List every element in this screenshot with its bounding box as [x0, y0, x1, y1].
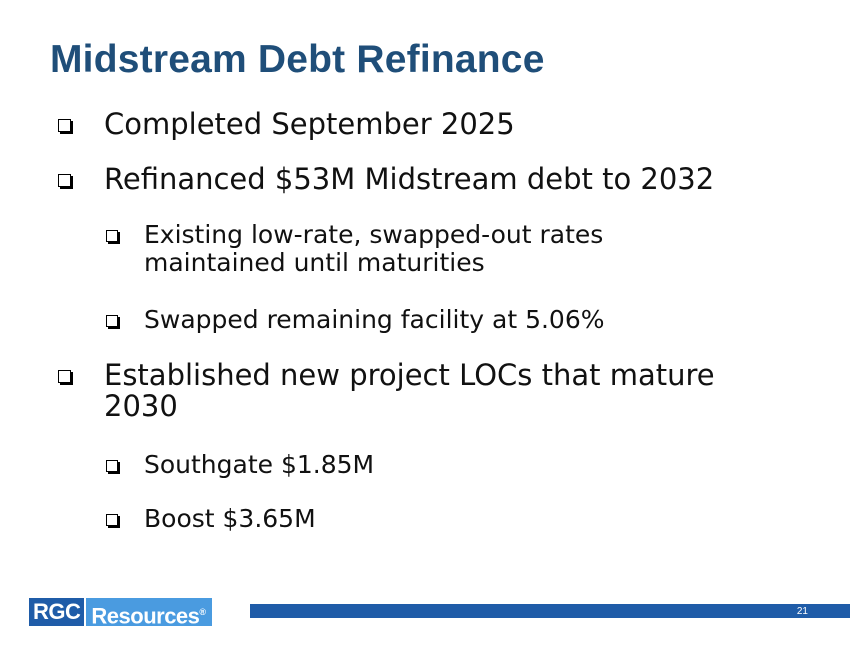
logo-part-rgc: RGC — [29, 598, 85, 626]
bullet-item: Established new project LOCs that mature… — [58, 360, 778, 422]
bullet-text: Completed September 2025 — [104, 107, 515, 141]
checkbox-bullet-icon — [106, 315, 118, 327]
bullet-item: Completed September 2025 — [58, 109, 618, 140]
sub-bullet-item: Existing low-rate, swapped-out rates mai… — [106, 221, 696, 277]
bullet-text: Established new project LOCs that mature… — [104, 358, 715, 423]
checkbox-bullet-icon — [106, 230, 118, 242]
bullet-text: Refinanced $53M Midstream debt to 2032 — [104, 162, 715, 196]
sub-bullet-item: Boost $3.65M — [106, 505, 606, 533]
bullet-item: Refinanced $53M Midstream debt to 2032 — [58, 164, 798, 195]
sub-bullet-item: Southgate $1.85M — [106, 451, 606, 479]
logo-wordmark: Resources — [91, 603, 200, 629]
company-logo: RGC Resources® — [29, 598, 212, 629]
sub-bullet-text: Existing low-rate, swapped-out rates mai… — [144, 220, 604, 277]
checkbox-bullet-icon — [106, 514, 118, 526]
checkbox-bullet-icon — [106, 460, 118, 472]
checkbox-bullet-icon — [58, 119, 71, 132]
sub-bullet-text: Boost $3.65M — [144, 504, 316, 533]
logo-part-resources: Resources® — [86, 598, 212, 629]
sub-bullet-text: Swapped remaining facility at 5.06% — [144, 305, 605, 334]
sub-bullet-text: Southgate $1.85M — [144, 450, 375, 479]
sub-bullet-item: Swapped remaining facility at 5.06% — [106, 306, 726, 334]
footer-bar — [250, 604, 850, 618]
slide-title: Midstream Debt Refinance — [50, 38, 545, 81]
checkbox-bullet-icon — [58, 370, 71, 383]
checkbox-bullet-icon — [58, 174, 71, 187]
registered-mark: ® — [199, 607, 206, 617]
page-number: 21 — [796, 606, 808, 617]
